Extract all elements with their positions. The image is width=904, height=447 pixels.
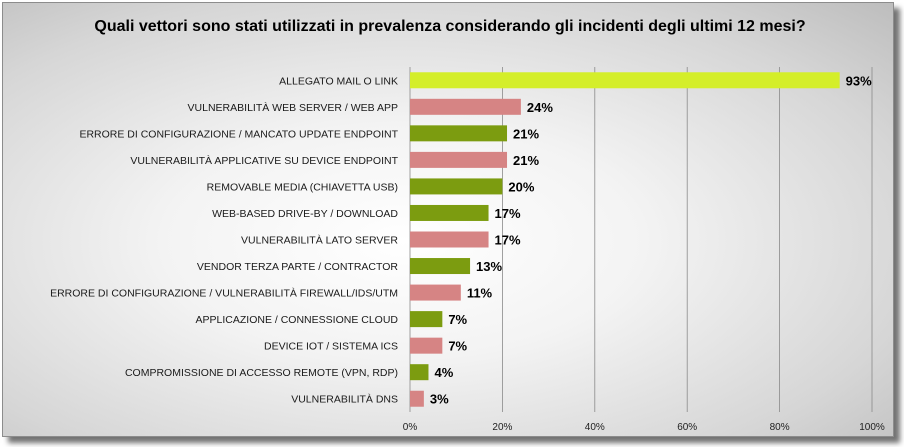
category-label: WEB-BASED DRIVE-BY / DOWNLOAD [212, 208, 398, 220]
category-label: VULNERABILITÀ APPLICATIVE SU DEVICE ENDP… [130, 154, 398, 167]
bar [410, 337, 443, 354]
data-label: 21% [513, 153, 539, 168]
data-label: 13% [476, 259, 502, 274]
data-label: 24% [527, 100, 553, 115]
category-label: VULNERABILITÀ DNS [291, 393, 398, 406]
data-label: 3% [430, 392, 449, 407]
data-label: 7% [448, 312, 467, 327]
data-label: 20% [508, 179, 534, 194]
bar [410, 204, 489, 221]
bars [410, 72, 840, 407]
bar [410, 311, 443, 328]
x-tick-label: 0% [403, 422, 418, 433]
data-label: 93% [846, 73, 872, 88]
category-label: VENDOR TERZA PARTE / CONTRACTOR [197, 261, 399, 273]
category-label: VULNERABILITÀ LATO SERVER [241, 234, 398, 247]
category-label: DEVICE IOT / SISTEMA ICS [264, 341, 398, 353]
x-tick-label: 80% [770, 422, 790, 433]
bar [410, 178, 503, 195]
x-tick-label: 100% [859, 422, 885, 433]
data-label: 4% [434, 365, 453, 380]
data-label: 17% [495, 233, 521, 248]
category-label: ERRORE DI CONFIGURAZIONE / VULNERABILITÀ… [50, 287, 398, 300]
category-label: COMPROMISSIONE DI ACCESSO REMOTE (VPN, R… [125, 367, 398, 379]
data-label: 7% [448, 339, 467, 354]
data-label: 21% [513, 126, 539, 141]
category-label: APPLICAZIONE / CONNESSIONE CLOUD [196, 314, 399, 326]
bar [410, 284, 461, 301]
x-tick-label: 40% [585, 422, 605, 433]
bar [410, 72, 840, 89]
category-label: REMOVABLE MEDIA (CHIAVETTA USB) [207, 181, 398, 193]
x-tick-label: 60% [677, 422, 697, 433]
x-tick-label: 20% [492, 422, 512, 433]
bar [410, 390, 424, 407]
data-labels: 93%24%21%21%20%17%17%13%11%7%7%4%3% [430, 73, 872, 406]
bar [410, 151, 508, 168]
x-axis-ticks: 0% 20% 40% 60% 80% 100% [403, 422, 885, 433]
data-label: 17% [495, 206, 521, 221]
bar [410, 98, 521, 115]
chart-title: Quali vettori sono stati utilizzati in p… [94, 18, 806, 35]
category-label: ALLEGATO MAIL O LINK [279, 75, 398, 87]
bar [410, 364, 429, 381]
bar [410, 125, 508, 142]
bar [410, 258, 471, 275]
category-label: ERRORE DI CONFIGURAZIONE / MANCATO UPDAT… [79, 128, 398, 140]
category-labels: ALLEGATO MAIL O LINK VULNERABILITÀ WEB SE… [50, 75, 398, 405]
bar [410, 231, 489, 248]
category-label: VULNERABILITÀ WEB SERVER / WEB APP [188, 101, 398, 114]
data-label: 11% [467, 286, 493, 301]
